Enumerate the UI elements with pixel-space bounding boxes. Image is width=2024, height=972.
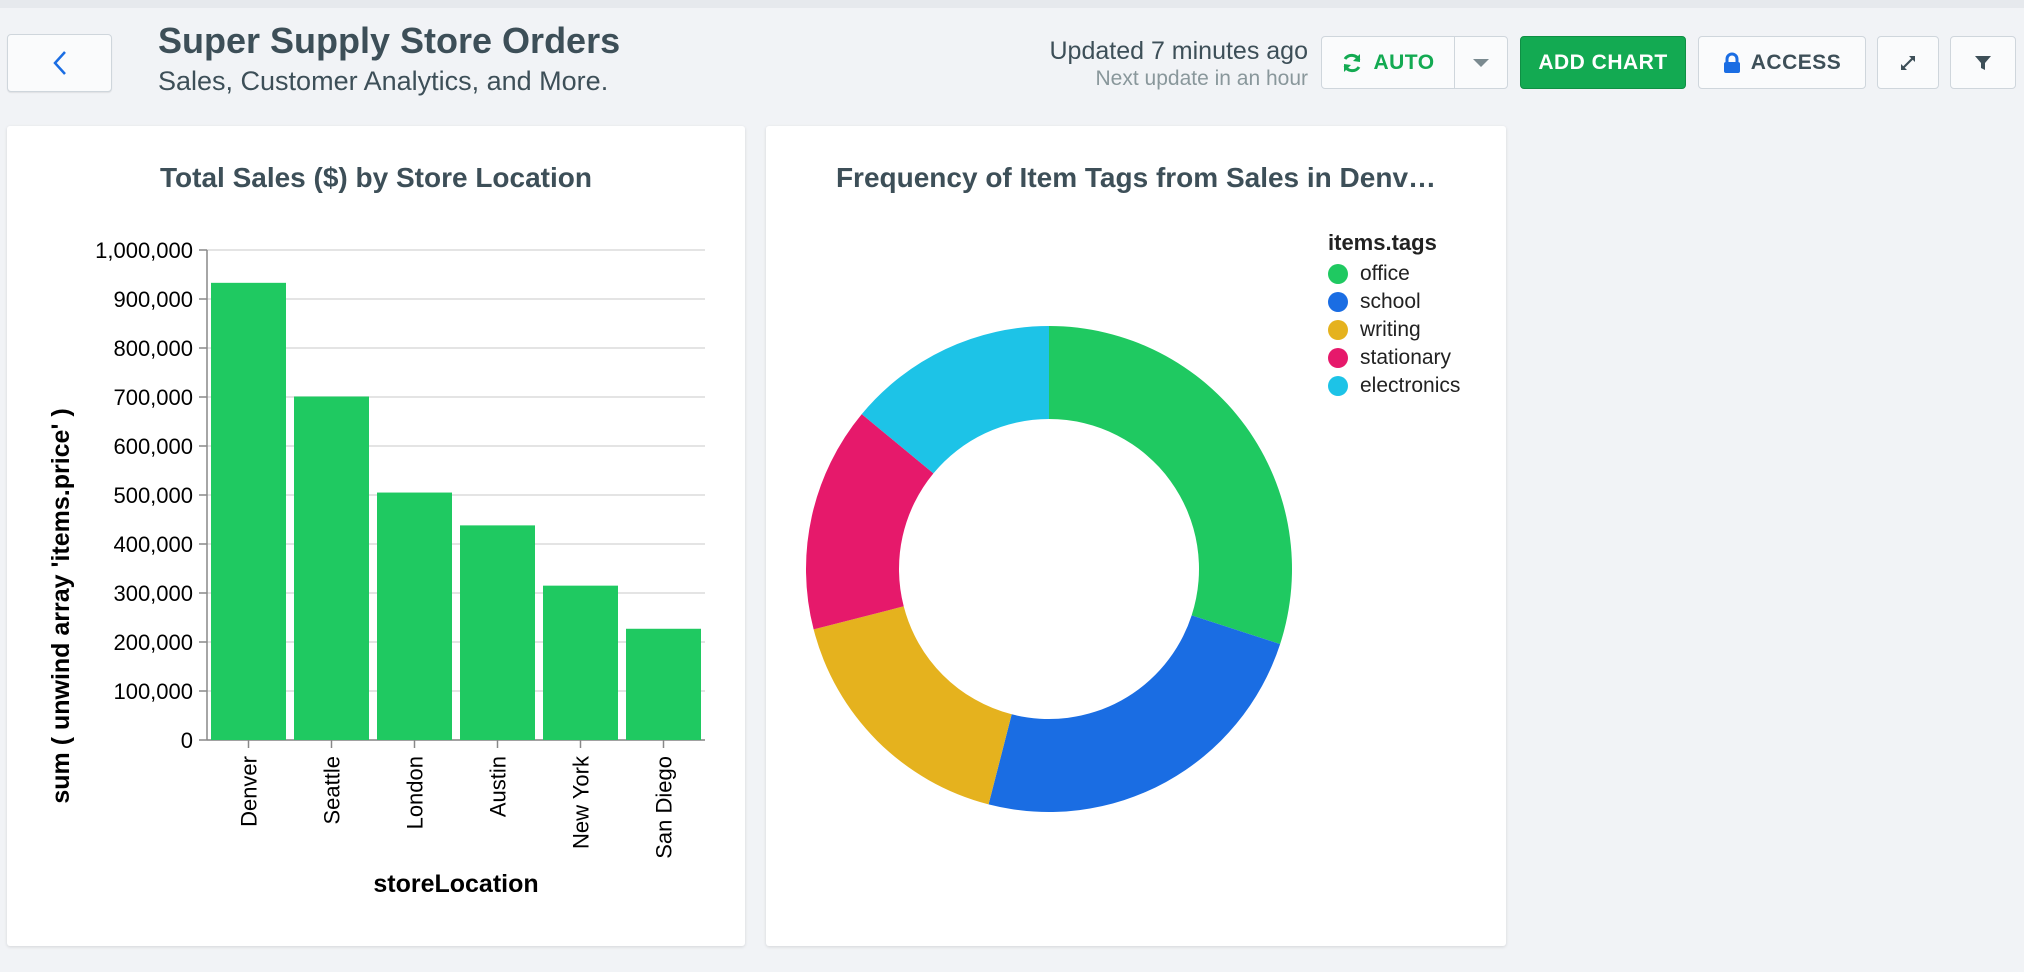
page-subtitle: Sales, Customer Analytics, and More. [158,66,609,96]
chevron-left-icon [52,51,66,75]
y-tick-label: 1,000,000 [95,238,193,263]
legend-swatch [1328,376,1348,396]
bar-austin[interactable] [460,525,535,740]
y-tick-label: 600,000 [113,434,193,459]
legend-item-writing[interactable]: writing [1328,316,1460,344]
refresh-icon [1344,53,1361,72]
y-tick-label: 300,000 [113,581,193,606]
legend-item-stationary[interactable]: stationary [1328,344,1460,372]
legend-item-office[interactable]: office [1328,260,1460,288]
legend-title: items.tags [1328,230,1437,255]
legend-label: school [1360,290,1421,313]
y-tick-label: 500,000 [113,483,193,508]
refresh-options-dropdown[interactable] [1454,36,1508,89]
filter-button[interactable] [1950,36,2016,89]
legend-swatch [1328,348,1348,368]
page-title: Super Supply Store Orders [158,20,621,61]
y-tick-label: 200,000 [113,630,193,655]
donut-chart-card[interactable]: Frequency of Item Tags from Sales in Den… [766,126,1506,946]
slice-stationary[interactable] [806,414,934,630]
y-tick-label: 700,000 [113,385,193,410]
legend-item-school[interactable]: school [1328,288,1460,316]
filter-icon [1975,55,1991,70]
legend-label: writing [1360,318,1421,341]
x-tick-label: San Diego [652,756,677,859]
y-tick-label: 400,000 [113,532,193,557]
bar-san-diego[interactable] [626,628,701,740]
slice-electronics[interactable] [861,326,1049,474]
refresh-status: Updated 7 minutes ago Next update in an … [1049,36,1308,92]
x-tick-label: London [403,756,428,829]
legend-swatch [1328,264,1348,284]
access-label: ACCESS [1750,50,1842,74]
slice-writing[interactable] [813,606,1012,805]
next-update-text: Next update in an hour [1095,67,1308,90]
bar-chart: 0 100,000 200,000 300,000 400,000 500,000 600,… [47,238,705,898]
x-tick-label: Seattle [320,756,345,825]
expand-icon [1901,55,1915,70]
bar-new-york[interactable] [543,585,618,740]
bar-seattle[interactable] [294,396,369,740]
bar-chart-title: Total Sales ($) by Store Location [159,162,592,193]
legend-swatch [1328,320,1348,340]
add-chart-button[interactable]: ADD CHART [1520,36,1686,89]
legend-label: stationary [1360,346,1452,369]
bar-london[interactable] [377,492,452,740]
bar-chart-card[interactable]: Total Sales ($) by Store Location 0 100,0… [7,126,745,946]
y-tick-label: 0 [181,728,193,753]
y-axis-label: sum ( unwind array 'items.price' ) [47,408,75,803]
top-strip [0,0,2024,8]
slice-office[interactable] [1049,326,1292,645]
x-tick-label: New York [569,755,594,849]
legend-label: electronics [1360,374,1461,397]
donut-chart [806,326,1292,813]
x-tick-label: Austin [486,756,511,817]
auto-label: AUTO [1373,50,1435,74]
legend-item-electronics[interactable]: electronics [1328,372,1460,400]
slice-school[interactable] [988,615,1281,813]
x-axis-label: storeLocation [373,870,538,898]
fullscreen-button[interactable] [1877,36,1939,89]
caret-down-icon [1473,58,1489,67]
y-tick-label: 800,000 [113,336,193,361]
lock-icon [1723,52,1740,73]
access-button[interactable]: ACCESS [1698,36,1866,89]
y-tick-label: 900,000 [113,287,193,312]
back-button[interactable] [7,34,112,92]
donut-chart-title: Frequency of Item Tags from Sales in Den… [835,162,1437,193]
x-tick-label: Denver [237,756,262,827]
bar-denver[interactable] [211,282,286,740]
legend-swatch [1328,292,1348,312]
donut-legend: items.tags office school writing stationary… [1328,230,1460,400]
legend-label: office [1360,262,1410,285]
updated-text: Updated 7 minutes ago [1049,37,1308,65]
y-tick-label: 100,000 [113,679,193,704]
auto-refresh-button[interactable]: AUTO [1321,36,1455,89]
